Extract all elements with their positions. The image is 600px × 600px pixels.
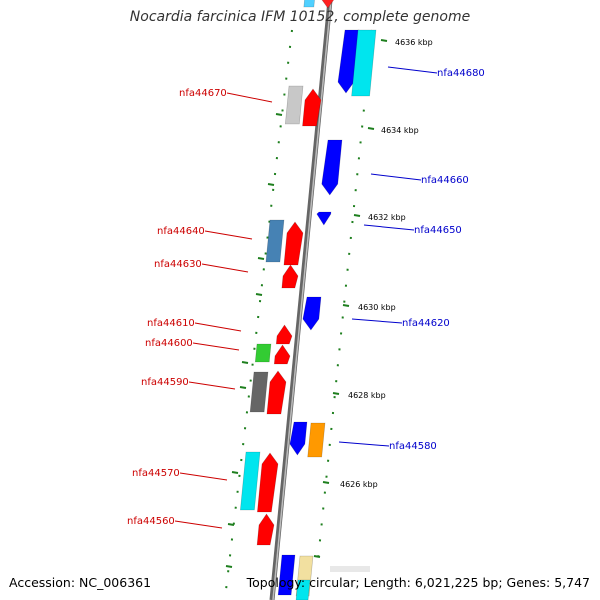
kbp-label-3: 4630 kbp bbox=[358, 303, 396, 312]
gene-top-red bbox=[321, 0, 335, 9]
gene-label-nfa44680: nfa44680 bbox=[437, 68, 485, 79]
gene-nfa44620 bbox=[302, 296, 322, 331]
map-title: Nocardia farcinica IFM 10152, complete g… bbox=[129, 9, 471, 25]
leader-nfa44620 bbox=[351, 318, 403, 324]
tick-right-1 bbox=[367, 127, 375, 130]
tick-left-2 bbox=[257, 257, 265, 260]
gene-label-nfa44560: nfa44560 bbox=[127, 516, 175, 527]
gene-nfa44610 bbox=[275, 324, 293, 345]
gene-label-nfa44670: nfa44670 bbox=[179, 88, 227, 99]
tick-left-3 bbox=[255, 293, 263, 296]
gene-nfa44670-b bbox=[302, 88, 322, 127]
leader-nfa44560 bbox=[174, 520, 223, 529]
tick-right-6 bbox=[313, 555, 321, 558]
gene-nfa44570-a bbox=[240, 451, 261, 511]
gene-label-nfa44580: nfa44580 bbox=[389, 441, 437, 452]
leader-nfa44610 bbox=[194, 322, 242, 332]
leader-nfa44660 bbox=[370, 173, 422, 181]
tick-right-5 bbox=[322, 481, 330, 484]
obscured-kbp-label bbox=[330, 566, 370, 572]
gene-nfa44660 bbox=[321, 139, 343, 196]
leader-nfa44580 bbox=[338, 441, 390, 447]
gene-nfa44590-a bbox=[249, 371, 269, 413]
tick-left-0 bbox=[275, 113, 283, 116]
gene-label-nfa44660: nfa44660 bbox=[421, 175, 469, 186]
tick-right-4 bbox=[332, 392, 340, 395]
gene-nfa44580-b bbox=[307, 422, 326, 458]
gene-label-nfa44620: nfa44620 bbox=[402, 318, 450, 329]
kbp-label-1: 4634 kbp bbox=[381, 126, 419, 135]
gene-label-nfa44600: nfa44600 bbox=[145, 338, 193, 349]
gene-nfa44650 bbox=[316, 211, 332, 226]
gene-nfa44560 bbox=[256, 513, 275, 546]
gene-bottom-cyan bbox=[295, 579, 311, 600]
accession-text: Accession: NC_006361 bbox=[9, 575, 152, 590]
gene-nfa44680-b bbox=[351, 29, 377, 97]
tick-left-6 bbox=[231, 471, 239, 474]
tick-left-5 bbox=[239, 386, 247, 389]
gene-label-nfa44650: nfa44650 bbox=[414, 225, 462, 236]
leader-nfa44570 bbox=[179, 472, 228, 481]
gene-label-nfa44590: nfa44590 bbox=[141, 377, 189, 388]
leader-nfa44640 bbox=[204, 230, 253, 240]
tick-left-8 bbox=[225, 565, 233, 568]
gene-nfa44570-b bbox=[257, 452, 279, 513]
gene-nfa44590-b bbox=[266, 370, 287, 415]
leader-nfa44650 bbox=[363, 224, 415, 231]
kbp-label-2: 4632 kbp bbox=[368, 213, 406, 222]
gene-nfa44640-a bbox=[265, 219, 285, 263]
leader-nfa44680 bbox=[387, 66, 438, 74]
tick-right-0 bbox=[380, 39, 388, 42]
leader-nfa44600 bbox=[192, 342, 240, 351]
gene-label-nfa44630: nfa44630 bbox=[154, 259, 202, 270]
leader-nfa44630 bbox=[201, 263, 249, 273]
gene-bottom-blue bbox=[277, 554, 296, 596]
tick-left-4 bbox=[241, 361, 249, 364]
kbp-label-0: 4636 kbp bbox=[395, 38, 433, 47]
kbp-label-5: 4626 kbp bbox=[340, 480, 378, 489]
gene-label-nfa44610: nfa44610 bbox=[147, 318, 195, 329]
gene-nfa44580-a bbox=[289, 421, 308, 456]
leader-nfa44670 bbox=[226, 92, 273, 103]
gene-nfa44670-a bbox=[284, 85, 304, 125]
tick-left-1 bbox=[267, 183, 275, 186]
leader-nfa44590 bbox=[188, 381, 236, 390]
topology-text: Topology: circular; Length: 6,021,225 bp… bbox=[246, 575, 590, 590]
gene-nfa44630 bbox=[281, 264, 299, 289]
tick-left-7 bbox=[227, 523, 235, 526]
gene-label-nfa44570: nfa44570 bbox=[132, 468, 180, 479]
gene-label-nfa44640: nfa44640 bbox=[157, 226, 205, 237]
gene-nfa44600-a bbox=[254, 343, 272, 363]
gene-top-cyan bbox=[303, 0, 315, 8]
kbp-label-4: 4628 kbp bbox=[348, 391, 386, 400]
tick-right-3 bbox=[342, 304, 350, 307]
gene-nfa44600-b bbox=[273, 344, 291, 365]
tick-right-2 bbox=[353, 214, 361, 217]
gene-nfa44640-b bbox=[283, 221, 304, 266]
genome-backbone-highlight bbox=[272, 0, 332, 600]
